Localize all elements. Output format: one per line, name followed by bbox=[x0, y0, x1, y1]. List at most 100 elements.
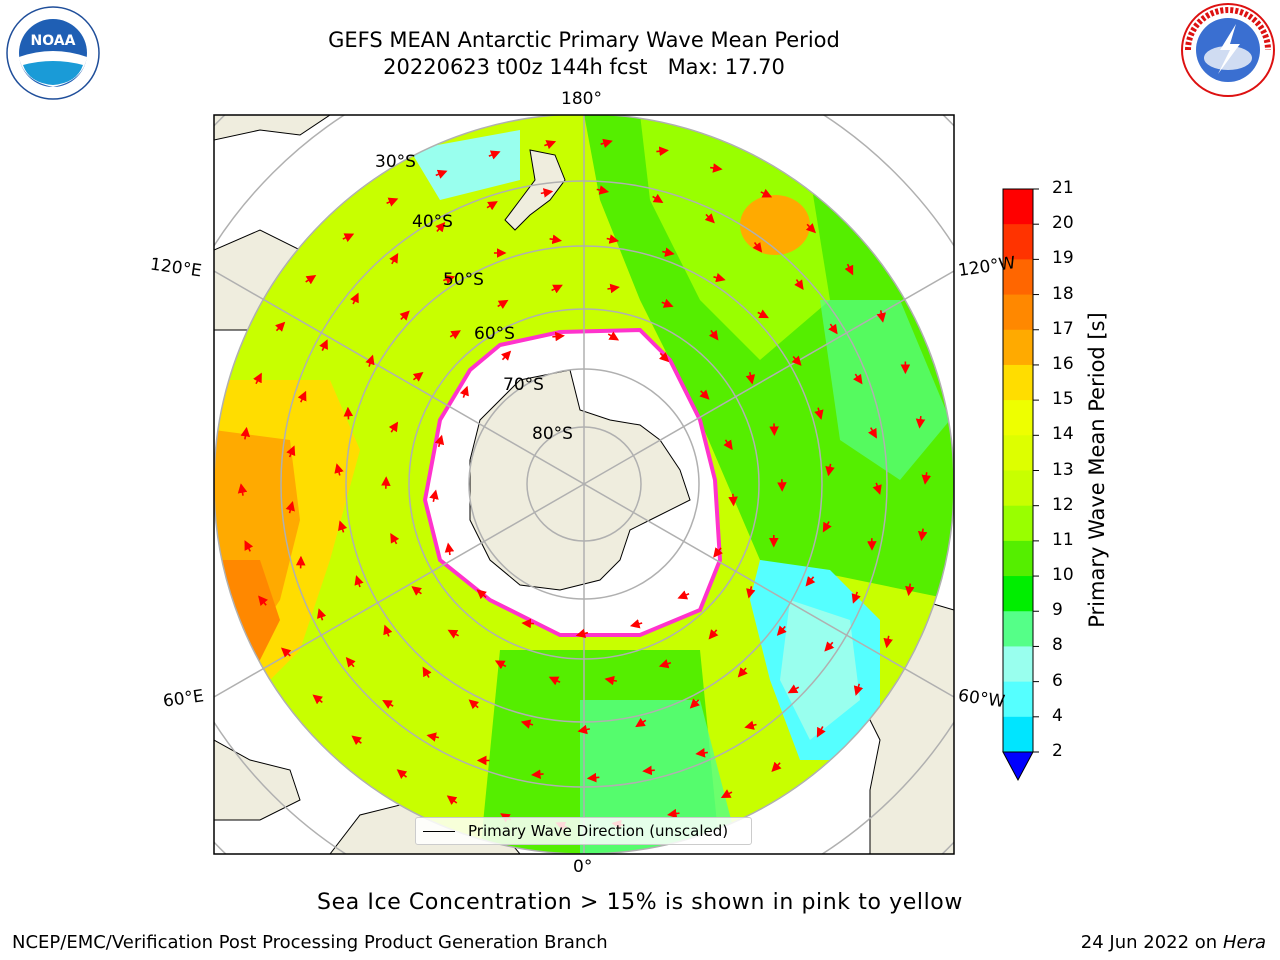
colorbar-segment bbox=[1003, 716, 1033, 753]
lat-label-60s: 60°S bbox=[474, 324, 515, 344]
wave-arrow bbox=[365, 354, 375, 367]
wave-arrow bbox=[699, 389, 710, 400]
wave-arrow bbox=[851, 591, 861, 604]
wave-arrow bbox=[600, 138, 613, 149]
wave-arrow bbox=[760, 188, 773, 198]
wave-arrow bbox=[275, 321, 286, 332]
colorbar-segment bbox=[1003, 259, 1033, 296]
wave-arrow bbox=[689, 698, 700, 709]
wave-arrow bbox=[486, 201, 498, 211]
wave-arrow bbox=[334, 463, 344, 476]
colorbar-tick-label: 9 bbox=[1052, 600, 1063, 621]
colorbar-segment bbox=[1003, 224, 1033, 260]
noaa-logo-text: NOAA bbox=[31, 33, 76, 49]
wave-arrow bbox=[443, 275, 456, 285]
wave-arrow bbox=[411, 586, 422, 596]
wave-arrow bbox=[805, 576, 816, 587]
wave-arrow bbox=[412, 372, 424, 382]
wave-arrow bbox=[549, 234, 563, 245]
wave-arrow bbox=[520, 719, 534, 729]
colorbar bbox=[1002, 188, 1039, 782]
wave-arrow bbox=[604, 675, 618, 686]
wave-arrow bbox=[905, 583, 915, 597]
wave-arrow bbox=[386, 197, 399, 207]
colorbar-segment bbox=[1003, 646, 1033, 683]
wave-arrow bbox=[383, 624, 393, 637]
wave-arrow bbox=[667, 808, 680, 819]
wave-arrow bbox=[390, 532, 400, 545]
lat-label-30s: 30°S bbox=[375, 152, 416, 172]
wave-arrow bbox=[338, 520, 348, 533]
colorbar-segment bbox=[1003, 505, 1033, 542]
wave-arrow bbox=[728, 493, 738, 507]
colorbar-tick-label: 19 bbox=[1052, 248, 1074, 269]
wave-arrow bbox=[388, 421, 399, 433]
colorbar-tick-label: 18 bbox=[1052, 283, 1074, 304]
wave-arrow bbox=[449, 330, 461, 340]
wave-arrow bbox=[382, 700, 394, 709]
wave-arrow bbox=[544, 140, 557, 150]
colorbar-segment bbox=[1003, 540, 1033, 577]
legend-line-sample bbox=[423, 831, 455, 832]
wave-arrow bbox=[708, 329, 719, 341]
new-zealand-land bbox=[504, 149, 566, 231]
wave-arrow bbox=[744, 720, 757, 730]
wave-arrow bbox=[745, 372, 756, 385]
chart-title: GEFS MEAN Antarctic Primary Wave Mean Pe… bbox=[328, 28, 840, 52]
wave-arrow bbox=[399, 310, 410, 321]
colorbar-label: Primary Wave Mean Period [s] bbox=[1085, 312, 1109, 628]
wave-arrow bbox=[317, 608, 327, 621]
wave-arrow bbox=[429, 489, 439, 502]
wave-arrow bbox=[787, 684, 800, 694]
colorbar-segment bbox=[1003, 294, 1033, 331]
wave-arrow bbox=[776, 625, 787, 636]
footer-credit: NCEP/EMC/Verification Post Processing Pr… bbox=[12, 932, 608, 953]
wave-arrow bbox=[629, 619, 643, 629]
lat-label-50s: 50°S bbox=[443, 270, 484, 290]
wave-arrow bbox=[244, 540, 254, 552]
wave-arrow bbox=[286, 445, 296, 458]
lat-label-40s: 40°S bbox=[412, 212, 453, 232]
wave-arrow bbox=[872, 482, 882, 495]
wave-arrow bbox=[883, 635, 893, 649]
wave-arrow bbox=[723, 439, 733, 451]
wave-arrow bbox=[435, 222, 446, 233]
wave-arrow bbox=[695, 748, 708, 758]
colorbar-segment bbox=[1003, 400, 1033, 436]
colorbar-tick-label: 20 bbox=[1052, 213, 1074, 234]
wave-arrow bbox=[253, 372, 262, 385]
wave-arrow bbox=[435, 169, 448, 179]
wave-arrow bbox=[258, 595, 268, 606]
wave-arrow bbox=[468, 699, 480, 710]
lon-label-180: 180° bbox=[561, 89, 602, 109]
wave-arrow bbox=[606, 234, 620, 244]
wave-arrow bbox=[345, 657, 356, 668]
wave-arrow bbox=[596, 185, 610, 195]
wave-arrow bbox=[607, 331, 620, 341]
wave-arrow bbox=[343, 406, 354, 420]
wave-arrow bbox=[494, 660, 507, 670]
wave-arrow bbox=[501, 350, 512, 361]
wave-arrow bbox=[656, 146, 669, 157]
colorbar-segment bbox=[1003, 329, 1033, 366]
wave-arrow bbox=[661, 298, 674, 308]
wave-arrow bbox=[853, 373, 863, 385]
wave-arrow bbox=[444, 542, 455, 556]
wave-arrow bbox=[752, 242, 763, 253]
wave-arrow bbox=[396, 769, 408, 780]
wave-arrow bbox=[497, 299, 509, 309]
chart-subtitle: 20220623 t00z 144h fcst Max: 17.70 bbox=[383, 55, 785, 79]
wave-arrow bbox=[757, 309, 769, 319]
wave-arrow bbox=[575, 628, 589, 639]
wave-arrow bbox=[921, 472, 932, 485]
wave-arrow bbox=[876, 310, 886, 323]
wave-arrow bbox=[552, 331, 565, 342]
wave-arrow bbox=[548, 676, 561, 686]
wave-arrow bbox=[351, 735, 362, 746]
wave-arrow bbox=[828, 323, 838, 335]
wave-arrow bbox=[305, 275, 317, 285]
wave-arrow bbox=[805, 223, 816, 234]
wave-arrow bbox=[713, 272, 726, 283]
colorbar-segment bbox=[1003, 364, 1033, 401]
wave-arrow bbox=[459, 385, 469, 398]
